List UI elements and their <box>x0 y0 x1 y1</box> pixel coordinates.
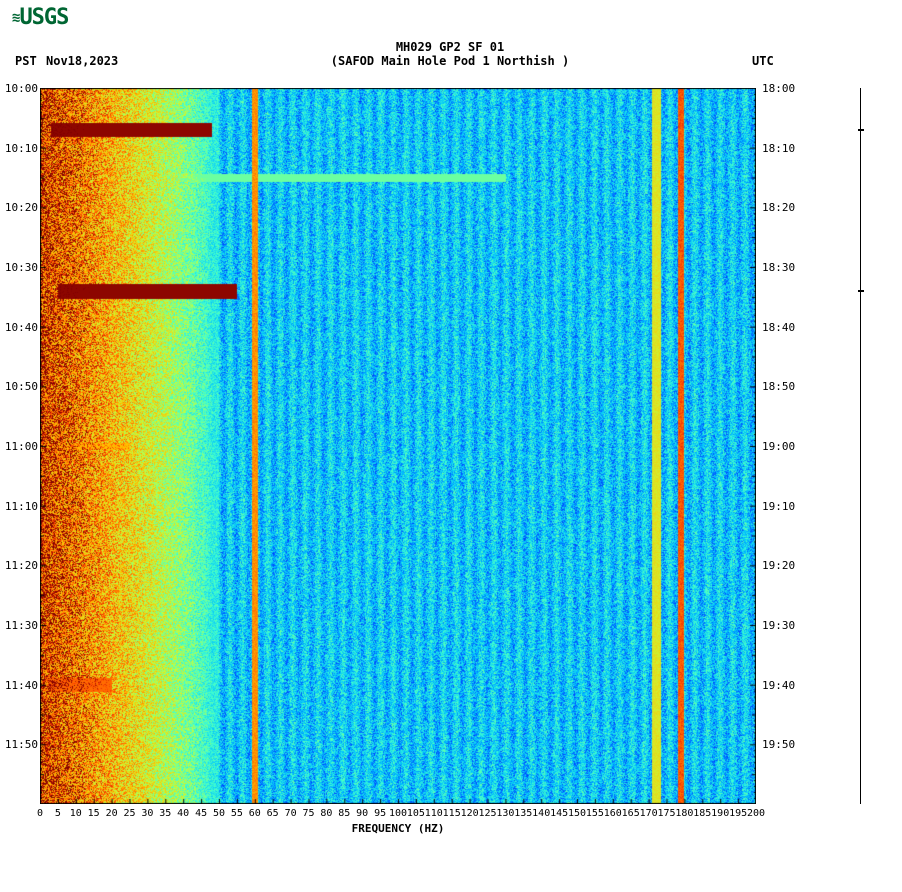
xtick: 195 <box>729 808 747 819</box>
xtick: 85 <box>338 808 350 819</box>
xtick: 180 <box>675 808 693 819</box>
ytick-right: 19:30 <box>762 619 795 632</box>
ytick-left: 11:30 <box>0 619 38 632</box>
event-mark <box>858 290 864 292</box>
y-axis-left: 10:0010:1010:2010:3010:4010:5011:0011:10… <box>0 88 38 804</box>
xtick: 135 <box>514 808 532 819</box>
ytick-right: 18:20 <box>762 201 795 214</box>
xtick: 55 <box>231 808 243 819</box>
xtick: 155 <box>586 808 604 819</box>
xtick: 60 <box>249 808 261 819</box>
xtick: 120 <box>461 808 479 819</box>
spectrogram-canvas <box>40 88 756 804</box>
xtick: 125 <box>478 808 496 819</box>
xtick: 100 <box>389 808 407 819</box>
ytick-right: 19:10 <box>762 500 795 513</box>
ytick-left: 10:30 <box>0 261 38 274</box>
xtick: 5 <box>55 808 61 819</box>
event-scale <box>860 88 867 804</box>
ytick-left: 10:20 <box>0 201 38 214</box>
plot-subtitle: (SAFOD Main Hole Pod 1 Northish ) <box>290 54 610 68</box>
xtick: 50 <box>213 808 225 819</box>
xtick: 10 <box>70 808 82 819</box>
ytick-right: 19:20 <box>762 559 795 572</box>
xtick: 115 <box>443 808 461 819</box>
xtick: 90 <box>356 808 368 819</box>
xtick: 175 <box>657 808 675 819</box>
xtick: 165 <box>622 808 640 819</box>
ytick-right: 19:00 <box>762 440 795 453</box>
xtick: 130 <box>496 808 514 819</box>
xtick: 170 <box>640 808 658 819</box>
ytick-left: 10:50 <box>0 380 38 393</box>
xtick: 75 <box>302 808 314 819</box>
xtick: 45 <box>195 808 207 819</box>
xtick: 15 <box>88 808 100 819</box>
ytick-right: 19:40 <box>762 679 795 692</box>
xtick: 95 <box>374 808 386 819</box>
xtick: 80 <box>320 808 332 819</box>
spectrogram-plot <box>40 88 756 808</box>
xtick: 105 <box>407 808 425 819</box>
xtick: 25 <box>123 808 135 819</box>
ytick-right: 18:10 <box>762 142 795 155</box>
ytick-left: 11:20 <box>0 559 38 572</box>
plot-title: MH029 GP2 SF 01 <box>290 40 610 54</box>
y-axis-right: 18:0018:1018:2018:3018:4018:5019:0019:10… <box>762 88 812 804</box>
ytick-left: 11:10 <box>0 500 38 513</box>
xtick: 35 <box>159 808 171 819</box>
xtick: 30 <box>141 808 153 819</box>
ytick-right: 18:40 <box>762 321 795 334</box>
logo-text: USGS <box>19 5 68 30</box>
xtick: 140 <box>532 808 550 819</box>
ytick-left: 11:00 <box>0 440 38 453</box>
ytick-right: 18:30 <box>762 261 795 274</box>
xtick: 145 <box>550 808 568 819</box>
ytick-left: 10:00 <box>0 82 38 95</box>
xtick: 70 <box>285 808 297 819</box>
xtick: 190 <box>711 808 729 819</box>
xtick: 0 <box>37 808 43 819</box>
x-axis-label: FREQUENCY (HZ) <box>352 822 445 835</box>
xtick: 150 <box>568 808 586 819</box>
ytick-right: 18:00 <box>762 82 795 95</box>
right-tz-label: UTC <box>752 54 774 68</box>
usgs-logo: ≋USGS <box>12 5 68 30</box>
date-label: Nov18,2023 <box>46 54 118 68</box>
ytick-left: 10:10 <box>0 142 38 155</box>
left-tz-label: PST <box>15 54 37 68</box>
xtick: 160 <box>604 808 622 819</box>
xtick: 200 <box>747 808 765 819</box>
xtick: 110 <box>425 808 443 819</box>
xtick: 65 <box>267 808 279 819</box>
ytick-left: 11:50 <box>0 738 38 751</box>
event-mark <box>858 129 864 131</box>
xtick: 185 <box>693 808 711 819</box>
xtick: 40 <box>177 808 189 819</box>
ytick-left: 11:40 <box>0 679 38 692</box>
ytick-right: 19:50 <box>762 738 795 751</box>
xtick: 20 <box>106 808 118 819</box>
ytick-right: 18:50 <box>762 380 795 393</box>
ytick-left: 10:40 <box>0 321 38 334</box>
